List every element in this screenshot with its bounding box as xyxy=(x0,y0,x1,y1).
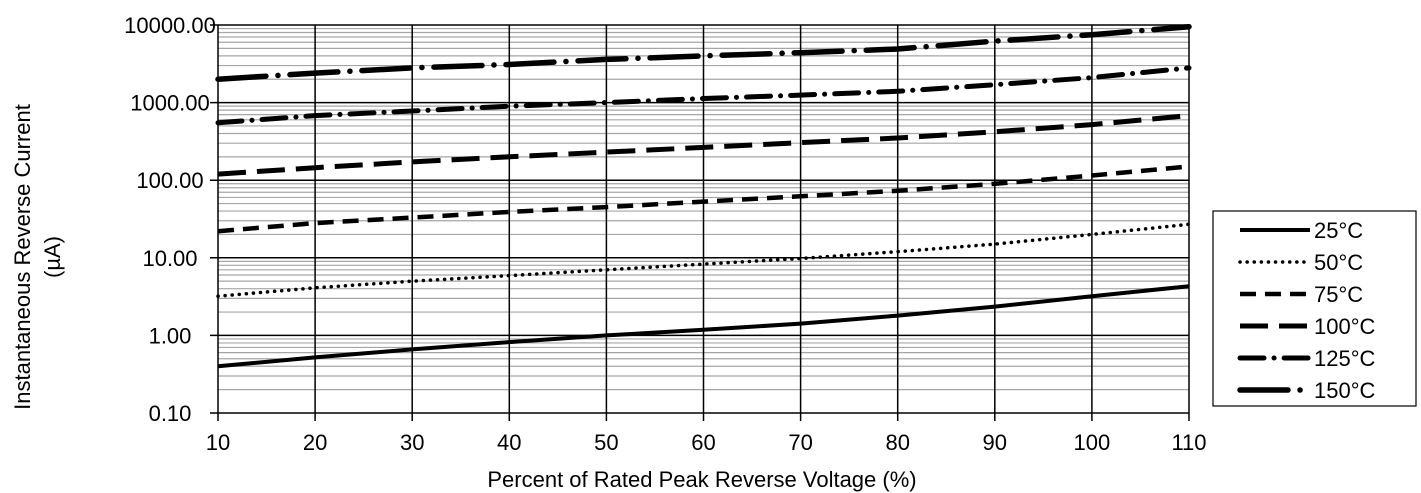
x-tick-label: 70 xyxy=(788,430,812,455)
major-gridlines xyxy=(210,24,1190,421)
y-tick-labels: 0.10 1.00 10.00 100.00 1000.00 10000.00 xyxy=(124,13,216,426)
legend-label: 150°C xyxy=(1314,378,1376,403)
y-tick-label: 10.00 xyxy=(142,246,197,271)
x-tick-label: 40 xyxy=(497,430,521,455)
legend-label: 100°C xyxy=(1314,314,1376,339)
legend-label: 125°C xyxy=(1314,346,1376,371)
legend-box xyxy=(1212,210,1417,407)
x-tick-label: 60 xyxy=(691,430,715,455)
series-line-125c xyxy=(215,65,1192,126)
series-line-50c xyxy=(216,222,1191,298)
y-axis-title-line1: Instantaneous Reverse Current xyxy=(10,104,35,410)
series-lines xyxy=(215,23,1192,369)
x-tick-label: 90 xyxy=(983,430,1007,455)
x-axis-title: Percent of Rated Peak Reverse Voltage (%… xyxy=(487,467,916,492)
x-tick-labels: 10 20 30 40 50 60 70 80 90 100 110 xyxy=(206,430,1207,455)
y-tick-label: 10000.00 xyxy=(124,13,216,38)
legend: 25°C 50°C 75°C 100°C 125°C 150°C xyxy=(1212,210,1417,407)
x-tick-label: 80 xyxy=(885,430,909,455)
series-line-150c xyxy=(215,23,1192,82)
series-line-100c xyxy=(217,113,1190,177)
x-tick-label: 10 xyxy=(206,430,230,455)
legend-label: 75°C xyxy=(1314,282,1363,307)
y-tick-label: 0.10 xyxy=(149,401,192,426)
legend-label: 25°C xyxy=(1314,218,1363,243)
y-tick-label: 1.00 xyxy=(149,323,192,348)
y-tick-label: 1000.00 xyxy=(130,91,210,116)
x-tick-label: 50 xyxy=(594,430,618,455)
legend-label: 50°C xyxy=(1314,250,1363,275)
x-tick-label: 110 xyxy=(1171,430,1206,455)
series-line-75c xyxy=(217,164,1190,234)
y-axis-title-line2: (µA) xyxy=(40,236,65,278)
x-tick-label: 30 xyxy=(400,430,424,455)
y-tick-label: 100.00 xyxy=(136,168,203,193)
series-line-25c xyxy=(217,284,1190,369)
x-tick-label: 100 xyxy=(1074,430,1111,455)
x-tick-label: 20 xyxy=(303,430,327,455)
